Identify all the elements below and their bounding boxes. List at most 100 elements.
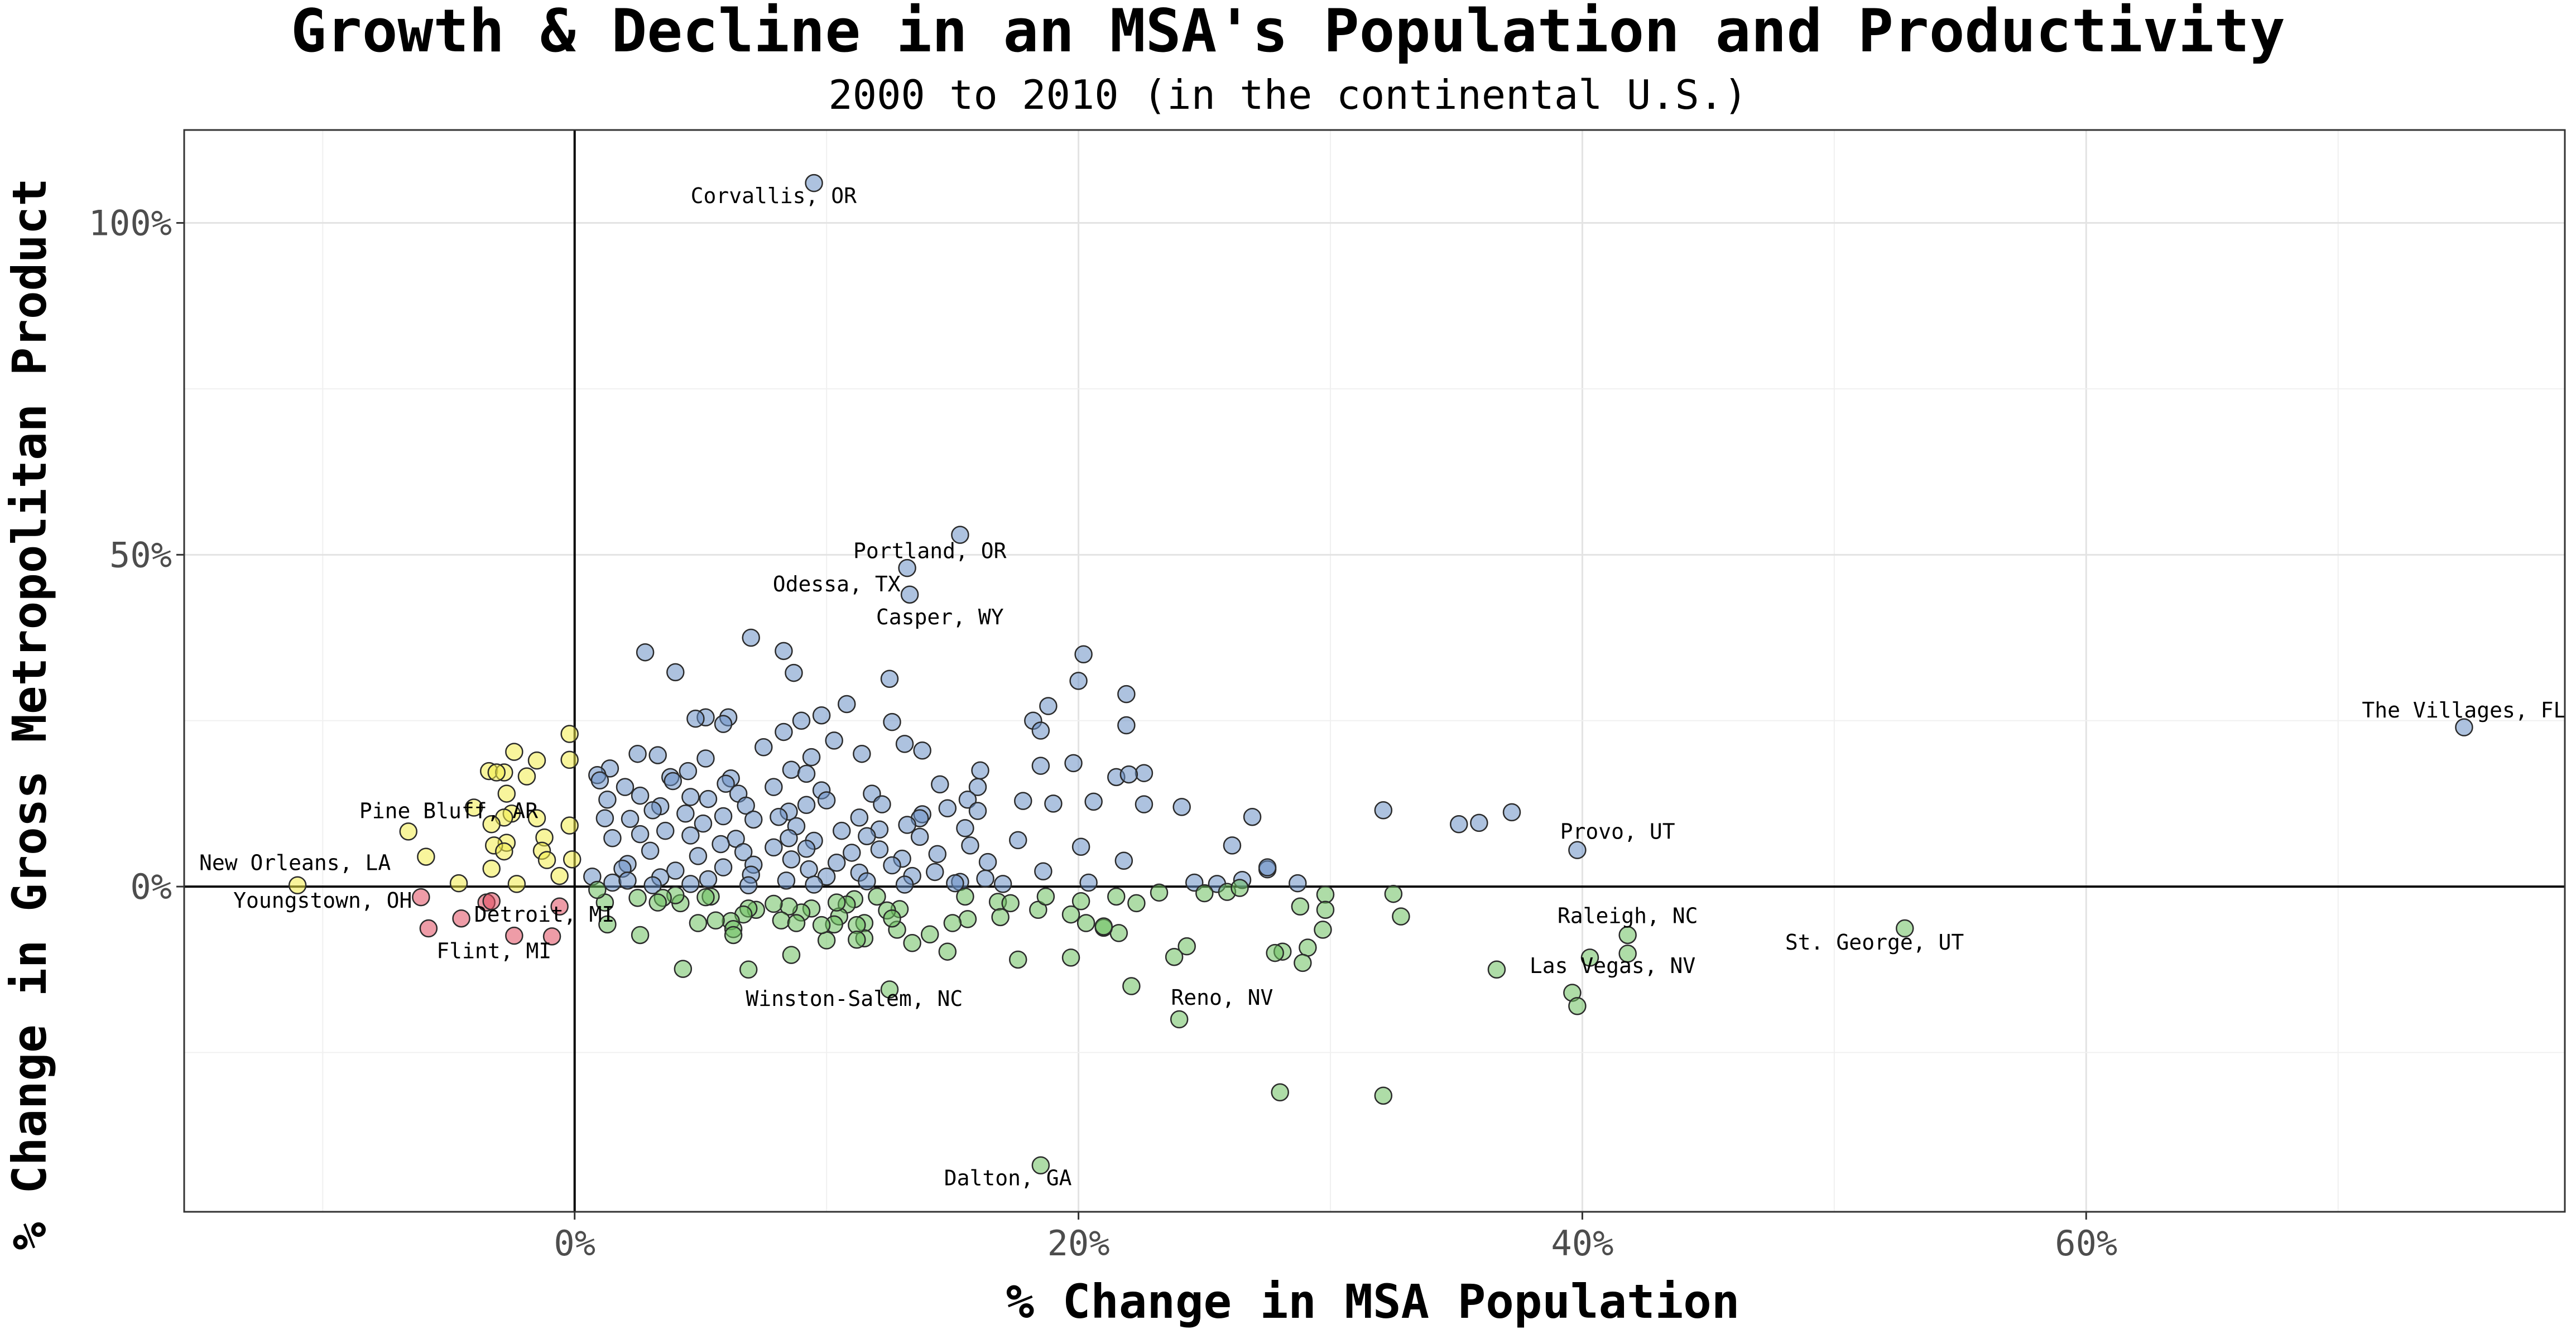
- data-point-grow-grow: [780, 829, 798, 847]
- data-point-decline-grow: [495, 842, 513, 861]
- data-point-grow-grow: [1568, 841, 1587, 859]
- data-point-grow-grow: [978, 852, 997, 871]
- data-point-grow-grow: [1449, 815, 1468, 834]
- point-annotation: Reno, NV: [1171, 985, 1273, 1010]
- data-point-decline-grow: [482, 859, 501, 878]
- point-annotation: Raleigh, NC: [1558, 904, 1698, 928]
- data-point-grow-decline: [724, 926, 743, 945]
- data-point-grow-decline: [1299, 938, 1317, 957]
- data-point-grow-decline: [938, 942, 957, 961]
- data-point-grow-grow: [898, 816, 916, 834]
- data-point-grow-decline: [1316, 885, 1335, 904]
- x-axis-ticks: 0% 20% 40% 60%: [554, 1212, 2117, 1264]
- data-point-decline-grow: [507, 875, 526, 893]
- data-point-grow-grow: [838, 695, 856, 714]
- data-point-decline-grow: [487, 763, 506, 782]
- data-point-grow-decline: [1231, 879, 1249, 897]
- data-point-grow-decline: [956, 887, 974, 906]
- data-point-grow-decline: [689, 914, 708, 932]
- x-tick-label: 20%: [1047, 1223, 1110, 1264]
- data-point-grow-grow: [717, 774, 735, 793]
- data-point-grow-grow: [1069, 672, 1088, 690]
- data-point-grow-grow: [1289, 874, 1307, 893]
- data-point-grow-grow: [900, 585, 919, 604]
- data-point-grow-grow: [931, 775, 949, 794]
- data-point-decline-grow: [399, 822, 418, 841]
- data-point-decline-grow: [417, 847, 435, 866]
- data-point-grow-grow: [805, 174, 823, 192]
- data-point-grow-grow: [1031, 721, 1050, 740]
- data-point-grow-grow: [739, 876, 758, 894]
- data-point-grow-grow: [961, 836, 979, 855]
- data-point-grow-decline: [812, 916, 831, 935]
- point-annotation: St. George, UT: [1785, 930, 1964, 955]
- data-point-decline-decline: [452, 909, 470, 928]
- point-annotation: Flint, MI: [436, 939, 551, 964]
- data-point-grow-grow: [968, 802, 987, 820]
- data-point-grow-grow: [765, 838, 783, 857]
- data-point-grow-grow: [843, 844, 861, 862]
- data-point-grow-grow: [1044, 794, 1063, 813]
- data-point-grow-grow: [686, 709, 705, 728]
- data-point-grow-grow: [699, 870, 718, 889]
- data-point-grow-decline: [1127, 894, 1146, 913]
- data-point-grow-grow: [1470, 813, 1488, 832]
- data-point-grow-grow: [1084, 792, 1103, 811]
- data-point-grow-decline: [1384, 884, 1403, 903]
- data-point-grow-grow: [681, 826, 700, 845]
- data-point-grow-decline: [1316, 900, 1335, 919]
- data-point-grow-decline: [1294, 953, 1312, 972]
- data-point-grow-grow: [880, 669, 899, 688]
- data-point-grow-grow: [883, 856, 901, 875]
- data-point-grow-grow: [1117, 716, 1136, 735]
- data-point-grow-decline: [1150, 883, 1169, 902]
- data-point-grow-grow: [946, 874, 964, 893]
- data-point-grow-grow: [694, 814, 713, 833]
- data-point-grow-grow: [873, 795, 891, 813]
- data-point-decline-grow: [449, 874, 468, 893]
- data-point-grow-decline: [991, 908, 1010, 927]
- data-point-grow-decline: [1031, 1156, 1050, 1174]
- data-point-grow-decline: [782, 946, 801, 964]
- data-point-grow-grow: [782, 850, 801, 869]
- data-point-grow-grow: [737, 796, 755, 815]
- data-point-grow-grow: [870, 840, 889, 859]
- data-point-grow-decline: [674, 960, 693, 978]
- data-point-grow-grow: [714, 715, 733, 733]
- data-point-decline-grow: [505, 743, 523, 761]
- data-point-decline-decline: [412, 888, 430, 907]
- data-point-grow-grow: [1117, 685, 1136, 704]
- data-point-grow-decline: [1266, 943, 1284, 962]
- data-point-grow-decline: [1109, 924, 1128, 942]
- data-point-grow-decline: [772, 911, 791, 930]
- data-point-grow-decline: [1618, 945, 1637, 963]
- data-point-grow-grow: [802, 748, 821, 767]
- data-point-grow-decline: [765, 894, 783, 913]
- data-point-decline-grow: [563, 850, 581, 869]
- data-point-grow-grow: [775, 642, 793, 661]
- data-point-grow-decline: [1487, 960, 1506, 979]
- data-point-grow-grow: [598, 791, 617, 809]
- chart-subtitle: 2000 to 2010 (in the continental U.S.): [828, 71, 1747, 118]
- data-point-grow-decline: [1061, 905, 1080, 924]
- data-point-grow-grow: [631, 825, 650, 844]
- data-point-grow-grow: [765, 778, 783, 796]
- y-axis-ticks: 0% 50% 100%: [89, 203, 184, 907]
- data-point-grow-grow: [754, 738, 773, 757]
- point-annotation: Pine Bluff, AR: [359, 799, 538, 823]
- data-point-grow-decline: [1107, 887, 1126, 906]
- point-annotation: Detroit, MI: [474, 902, 615, 927]
- data-point-grow-grow: [958, 791, 977, 809]
- data-point-grow-grow: [910, 827, 929, 846]
- data-point-grow-grow: [616, 778, 635, 796]
- data-point-grow-decline: [880, 980, 899, 999]
- data-point-grow-grow: [742, 628, 760, 647]
- data-point-decline-decline: [550, 897, 569, 916]
- data-point-grow-grow: [1034, 862, 1052, 881]
- data-point-grow-grow: [666, 663, 685, 682]
- point-annotation: Casper, WY: [876, 605, 1004, 629]
- data-point-grow-grow: [603, 873, 622, 892]
- data-point-grow-grow: [770, 807, 788, 826]
- point-annotation: Odessa, TX: [773, 572, 901, 596]
